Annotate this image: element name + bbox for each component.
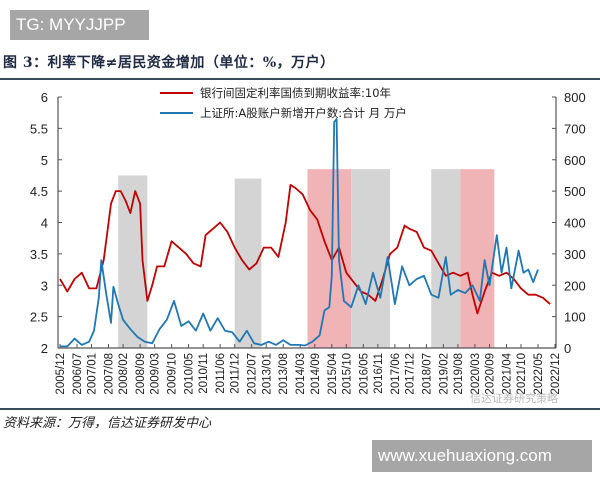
- y-left-tick: 6: [41, 90, 48, 105]
- x-tick: 2014/09: [310, 353, 322, 395]
- x-tick: 2007/01: [87, 353, 99, 395]
- x-tick: 2016/05: [358, 353, 370, 395]
- y-right-tick: 0: [564, 341, 571, 356]
- y-right-tick: 700: [564, 121, 586, 136]
- y-left-tick: 3.5: [30, 247, 48, 262]
- axes: 2 2.5 3 3.5 4 4.5 5 5.5 6 0 100 200 300 400 500 600 700 8…: [30, 90, 586, 395]
- y-right-tick: 600: [564, 153, 586, 168]
- x-tick: 2017/12: [404, 353, 416, 395]
- x-tick: 2015/04: [327, 352, 339, 394]
- x-tick: 2007/08: [104, 353, 116, 395]
- x-tick: 2016/11: [373, 353, 385, 394]
- chart-watermark: 信达证券研究策略: [470, 391, 558, 405]
- x-tick: 2015/10: [341, 353, 353, 395]
- y-right-tick: 200: [564, 278, 586, 293]
- y-right-tick: 300: [564, 247, 586, 262]
- y-right-tick: 500: [564, 184, 586, 199]
- x-tick: 2022/12: [550, 353, 562, 395]
- y-right-tick: 100: [564, 310, 586, 325]
- watermark-bottom: www.xuehuaxiong.com: [372, 440, 592, 472]
- x-tick: 2008/02: [118, 353, 130, 395]
- legend-label: 上证所:A股账户新增开户数:合计 月 万户: [200, 106, 407, 120]
- y-left-tick: 4.5: [30, 184, 48, 199]
- x-tick: 2013/08: [278, 353, 290, 395]
- y-left-tick: 2: [41, 341, 48, 356]
- shaded-periods: [118, 169, 495, 348]
- y-right-tick: 800: [564, 90, 586, 105]
- y-left-tick: 2.5: [30, 310, 48, 325]
- shaded-period: [351, 169, 390, 348]
- x-tick: 2013/01: [261, 353, 273, 395]
- x-tick: 2021/10: [516, 353, 528, 395]
- x-tick: 2014/03: [295, 353, 307, 395]
- legend-label: 银行间固定利率国债到期收益率:10年: [200, 86, 391, 100]
- x-tick: 2019/02: [438, 353, 450, 395]
- chart-title: 图 3：利率下降≠居民资金增加（单位：%，万户）: [3, 55, 335, 71]
- x-tick: 2021/04: [501, 352, 513, 394]
- x-tick: 2010/11: [198, 353, 210, 394]
- bottom-divider: [0, 408, 600, 410]
- x-tick: 2011/06: [215, 353, 227, 394]
- shaded-period: [307, 169, 352, 348]
- y-right-tick: 400: [564, 216, 586, 231]
- x-tick: 2006/07: [72, 353, 84, 395]
- x-tick: 2005/12: [55, 353, 67, 395]
- x-tick: 2010/05: [184, 353, 196, 395]
- y-left-tick: 5.5: [30, 121, 48, 136]
- x-tick: 2020/03: [470, 353, 482, 395]
- x-tick: 2020/09: [484, 353, 496, 395]
- series-line: [60, 118, 539, 348]
- x-tick: 2011/12: [230, 353, 242, 394]
- x-tick: 2009/03: [150, 353, 162, 395]
- source-note: 资料来源：万得，信达证券研发中心: [3, 416, 212, 431]
- x-tick: 2017/06: [390, 353, 402, 395]
- x-tick: 2019/08: [453, 353, 465, 395]
- x-tick: 2009/10: [167, 353, 179, 395]
- series-lines: [59, 118, 551, 348]
- x-tick: 2012/07: [247, 353, 259, 395]
- chart: 2 2.5 3 3.5 4 4.5 5 5.5 6 0 100 200 300 400 500 600 700 8…: [30, 86, 586, 405]
- x-tick: 2008/09: [135, 353, 147, 395]
- watermark-top: TG: MYYJJPP: [10, 10, 149, 40]
- series-line: [59, 183, 551, 315]
- y-left-tick: 5: [41, 153, 48, 168]
- x-tick: 2018/07: [421, 353, 433, 395]
- shaded-period: [460, 169, 495, 348]
- y-left-tick: 3: [41, 278, 48, 293]
- x-tick: 2022/05: [533, 353, 545, 395]
- top-divider: [0, 78, 600, 80]
- y-left-tick: 4: [41, 216, 48, 231]
